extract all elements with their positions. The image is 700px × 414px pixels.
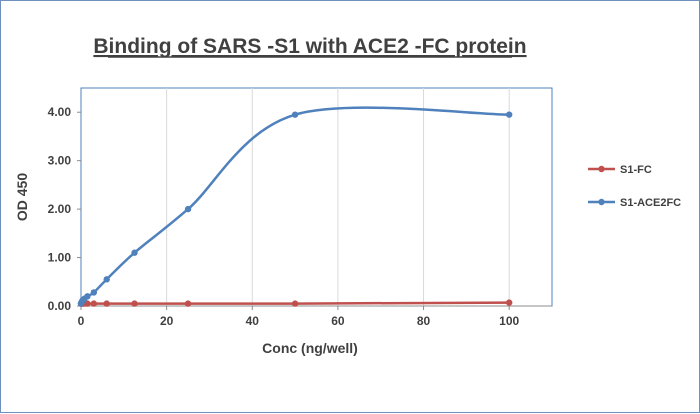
data-point-s1-fc [90,300,98,307]
gridlines [166,88,510,306]
legend: S1-FC S1-ACE2FC [588,164,681,209]
chart-title: Binding of SARS -S1 with ACE2 -FC protei… [93,35,526,58]
plot-area [80,87,553,307]
y-tick-label: 0.00 [48,299,72,313]
x-axis-title: Conc (ng/well) [262,340,358,356]
data-point-s1-fc [184,300,192,307]
y-axis-title: OD 450 [14,173,30,221]
tick-labels: 0 20 40 60 80 100 0.00 1.00 2.00 3.00 4.00 [48,105,520,328]
data-point-s1-fc [103,300,110,307]
data-point-s1-ace2fc [184,205,192,213]
data-point-s1-ace2fc [505,111,513,118]
legend-label-s1-ace2fc: S1-ACE2FC [620,197,681,209]
data-point-s1-fc [131,300,138,307]
x-tick-label: 0 [78,314,85,328]
legend-label-s1-fc: S1-FC [620,164,652,176]
x-tick-label: 100 [499,314,519,328]
data-point-s1-fc [505,299,513,306]
data-point-s1-fc [84,300,91,307]
data-point-s1-ace2fc [84,293,91,300]
y-tick-label: 3.00 [48,154,72,168]
x-tick-label: 20 [160,314,174,328]
legend-marker-s1-ace2fc [598,198,605,206]
data-point-s1-ace2fc [291,111,299,118]
x-tick-label: 80 [417,314,431,328]
y-tick-label: 4.00 [48,105,72,119]
y-tick-label: 2.00 [48,202,72,216]
data-point-s1-ace2fc [90,289,98,296]
legend-marker-s1-fc [598,165,605,173]
data-point-s1-ace2fc [131,249,138,256]
x-tick-label: 40 [246,314,260,328]
data-series [77,106,513,307]
data-point-s1-fc [291,300,299,307]
data-point-s1-ace2fc [103,276,110,283]
x-tick-label: 60 [331,314,345,328]
y-tick-label: 1.00 [48,251,72,265]
